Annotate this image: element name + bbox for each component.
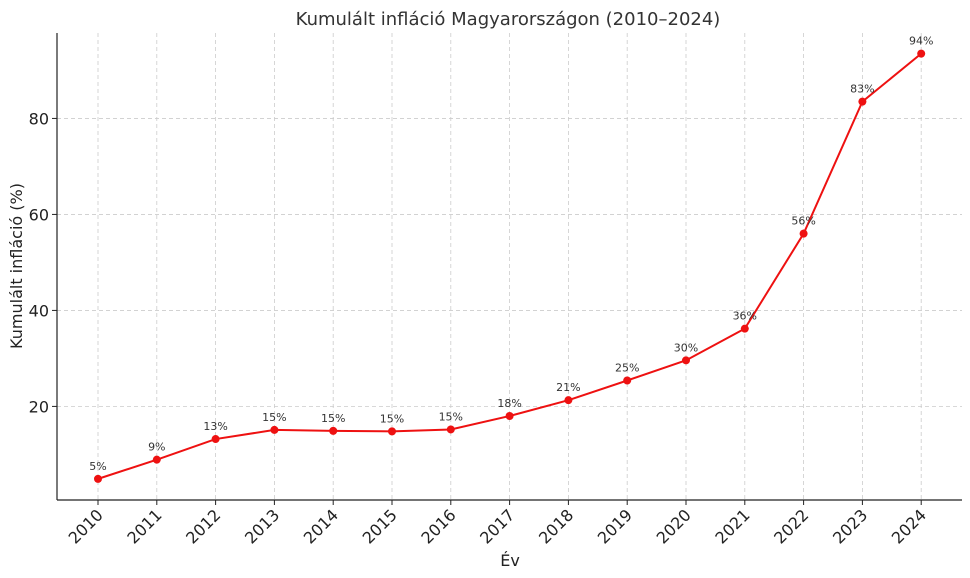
data-label: 5% [89, 460, 106, 473]
data-label: 18% [497, 397, 521, 410]
data-label: 21% [556, 381, 580, 394]
x-tick-label: 2014 [300, 505, 342, 547]
data-point [682, 356, 690, 365]
x-tick-label: 2015 [359, 505, 401, 547]
data-labels: 5% 9% 13% 15% 15% 15% 15% 18% 21% 25% 30% 36% 56% 83%… [89, 35, 933, 473]
data-label: 15% [380, 412, 404, 425]
data-point [211, 435, 220, 444]
data-point [858, 97, 867, 106]
data-point [329, 426, 338, 435]
data-label: 25% [615, 361, 639, 374]
data-label: 36% [733, 310, 757, 323]
data-point [152, 455, 161, 464]
y-tick-label: 20 [29, 397, 49, 416]
data-point [799, 229, 808, 238]
y-axis-ticks: 20 40 60 80 [29, 109, 57, 416]
data-label: 56% [791, 215, 815, 228]
y-axis-label: Kumulált infláció (%) [7, 183, 26, 349]
x-axis-label: Év [500, 551, 520, 570]
x-tick-label: 2010 [65, 505, 107, 547]
data-label: 83% [850, 83, 874, 96]
y-tick-label: 40 [29, 301, 49, 320]
data-points [94, 49, 926, 483]
x-tick-label: 2022 [770, 505, 812, 547]
data-point [446, 425, 455, 434]
data-label: 15% [262, 411, 286, 424]
data-point [564, 396, 573, 405]
data-point [94, 474, 102, 483]
x-tick-label: 2021 [711, 505, 753, 547]
x-tick-label: 2023 [829, 505, 871, 547]
data-point [388, 427, 396, 436]
x-tick-label: 2018 [535, 505, 577, 547]
x-tick-label: 2016 [417, 505, 459, 547]
data-label: 15% [321, 412, 345, 425]
data-label: 15% [439, 410, 463, 423]
grid [57, 33, 962, 500]
chart-title: Kumulált infláció Magyarországon (2010–2… [296, 9, 721, 30]
x-tick-label: 2020 [653, 505, 695, 547]
x-tick-label: 2011 [123, 505, 165, 547]
x-axis-ticks: 2010 2011 2012 2013 2014 2015 2016 2017 2018 2019… [65, 500, 930, 548]
data-label: 13% [203, 420, 227, 433]
data-point [505, 412, 514, 421]
data-point [917, 49, 926, 58]
data-label: 94% [909, 35, 933, 48]
x-tick-label: 2012 [182, 505, 224, 547]
data-label: 30% [674, 341, 698, 354]
x-tick-label: 2024 [888, 505, 930, 547]
data-point [623, 376, 632, 385]
data-point [740, 324, 749, 333]
y-tick-label: 60 [29, 205, 49, 224]
x-tick-label: 2017 [476, 505, 518, 547]
y-tick-label: 80 [29, 109, 49, 128]
x-tick-label: 2013 [241, 505, 283, 547]
data-point [270, 425, 279, 434]
x-tick-label: 2019 [594, 505, 636, 547]
data-label: 9% [148, 441, 165, 454]
